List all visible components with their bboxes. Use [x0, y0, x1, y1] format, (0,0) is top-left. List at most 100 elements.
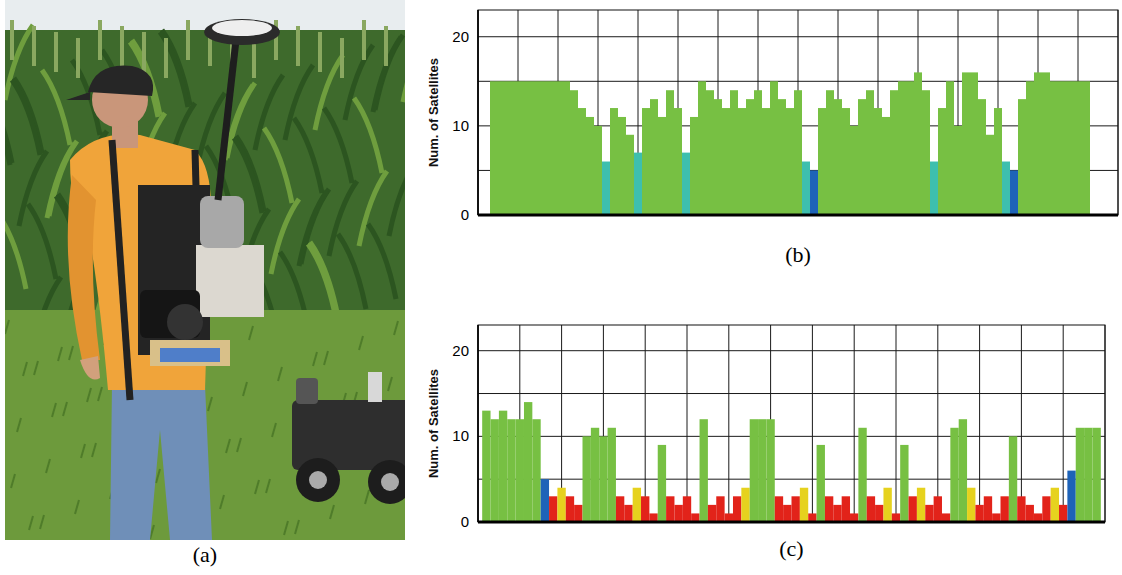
bar [714, 99, 722, 215]
bar [754, 90, 762, 215]
grid-line-x [812, 325, 813, 522]
bar [618, 117, 626, 215]
grass-blade [75, 500, 79, 514]
bar [984, 496, 992, 522]
grid-line-y [478, 350, 1105, 351]
bar [591, 428, 599, 522]
box [196, 245, 264, 317]
bar [599, 436, 607, 522]
grass-blade [330, 505, 334, 519]
bar [750, 419, 758, 522]
bar [925, 505, 933, 522]
grass-blade [81, 444, 85, 458]
grass-blade [52, 403, 56, 417]
bar [975, 505, 983, 522]
bar [730, 90, 738, 215]
corn-tassel [76, 38, 80, 78]
y-tick-label: 0 [461, 513, 469, 530]
grass-blade [40, 515, 44, 529]
y-axis-title: Num. of Satellites [426, 58, 441, 167]
cap [88, 66, 153, 96]
grass-blade [255, 480, 259, 494]
bar [874, 108, 882, 215]
corn-leaf [403, 27, 405, 102]
bar [626, 135, 634, 215]
corn-leaf [338, 234, 366, 309]
chart: 01020Num. of Satellites(b) [426, 10, 1118, 267]
cap-brim [66, 92, 90, 100]
figure: (a)01020Num. of Satellites(b)01020Num. o… [0, 0, 1122, 575]
grass-blade [278, 367, 282, 381]
bar [802, 162, 810, 215]
corn-tassel [10, 20, 14, 60]
bar [674, 505, 682, 522]
grass-blade [249, 326, 253, 340]
chart: 01020Num. of Satellites(c) [426, 325, 1105, 561]
corn-leaf [368, 224, 396, 299]
minor-grid-line-y [478, 81, 1118, 82]
y-tick-label: 20 [452, 342, 469, 359]
bar [778, 99, 786, 215]
grass-blade [226, 439, 230, 453]
grass-blade [237, 438, 241, 452]
bar [557, 488, 565, 522]
grass-blade [23, 362, 27, 376]
bar [858, 428, 866, 522]
corn-tassel [120, 26, 124, 66]
bar [834, 99, 842, 215]
bar [1074, 81, 1082, 215]
bar [882, 117, 890, 215]
robot-lidar [296, 378, 318, 404]
battery-label [160, 348, 220, 362]
corn-leaf [12, 80, 40, 155]
bar [946, 81, 954, 215]
grass-blade [11, 474, 15, 488]
grass-blade [92, 443, 96, 457]
bar [562, 81, 570, 215]
grid-line-x [979, 325, 980, 522]
y-axis-title: Num. of Satellites [426, 369, 441, 478]
grid-line-x [478, 325, 479, 522]
bar [1051, 488, 1059, 522]
grid-line-x [1021, 325, 1022, 522]
antenna-pole [218, 40, 236, 200]
bar [775, 496, 783, 522]
bar [722, 108, 730, 215]
bar [842, 108, 850, 215]
bar [978, 99, 986, 215]
bar [658, 117, 666, 215]
bars [482, 402, 1101, 522]
grass-blade [295, 520, 299, 534]
bar [682, 153, 690, 215]
grass-blade [272, 423, 276, 437]
grass-blade [17, 418, 21, 432]
grid-line-x [645, 325, 646, 522]
bar [1042, 496, 1050, 522]
plot-frame [478, 10, 1118, 215]
grass-blade [87, 388, 91, 402]
corn-leaf [375, 35, 403, 110]
corn-tassel [318, 32, 322, 72]
bar [700, 419, 708, 522]
bar [866, 90, 874, 215]
robot-hub [381, 473, 399, 491]
corn-tassel [164, 38, 168, 78]
bar [658, 445, 666, 522]
bar [1026, 505, 1034, 522]
minor-grid-line-y [478, 393, 1105, 394]
grass-blade [29, 516, 33, 530]
bar [641, 496, 649, 522]
bar [490, 81, 498, 215]
bar [783, 505, 791, 522]
arm [68, 175, 100, 360]
bar [1092, 428, 1100, 522]
bar [826, 90, 834, 215]
bar [792, 496, 800, 522]
bar [1042, 72, 1050, 215]
bar [930, 162, 938, 215]
bar [959, 419, 967, 522]
corn-leaf [294, 118, 322, 193]
bar [1066, 81, 1074, 215]
bar [624, 505, 632, 522]
bar [566, 496, 574, 522]
